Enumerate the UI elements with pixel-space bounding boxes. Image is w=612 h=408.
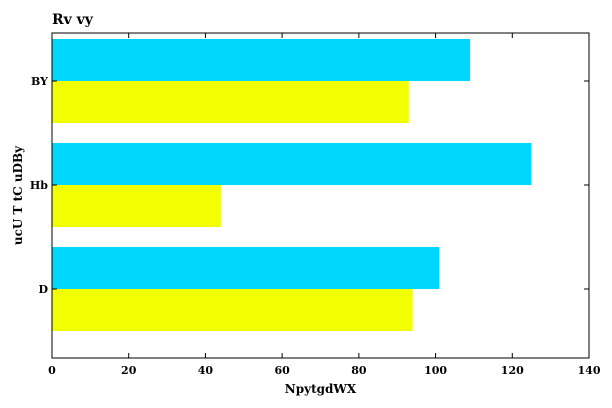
y-tick-label: D [38,283,48,296]
y-tick-label: Hb [30,179,48,192]
x-tick-label: 60 [274,364,290,377]
bar-series2-hb [52,185,221,227]
x-tick-label: 0 [48,364,56,377]
x-tick-label: 100 [424,364,447,377]
y-axis-ticks: D Hb BY [30,75,589,296]
x-axis-label: NpytgdWX [285,382,357,396]
bar-series1-d [52,247,440,289]
x-tick-label: 40 [198,364,214,377]
bars-group [52,39,532,331]
x-tick-label: 120 [501,364,524,377]
bar-series2-d [52,289,413,331]
bar-series1-by [52,39,471,81]
bar-series2-by [52,81,409,123]
y-axis-label: ucU T tC uDBy [11,145,25,245]
y-tick-label: BY [31,75,48,88]
chart-title: Rv vy [52,12,94,28]
plot-frame [51,32,590,359]
bar-series1-hb [52,143,532,185]
x-axis-ticks: 0 20 40 60 80 100 120 140 [48,33,601,377]
x-tick-label: 140 [578,364,601,377]
x-tick-label: 20 [121,364,137,377]
x-tick-label: 80 [351,364,367,377]
